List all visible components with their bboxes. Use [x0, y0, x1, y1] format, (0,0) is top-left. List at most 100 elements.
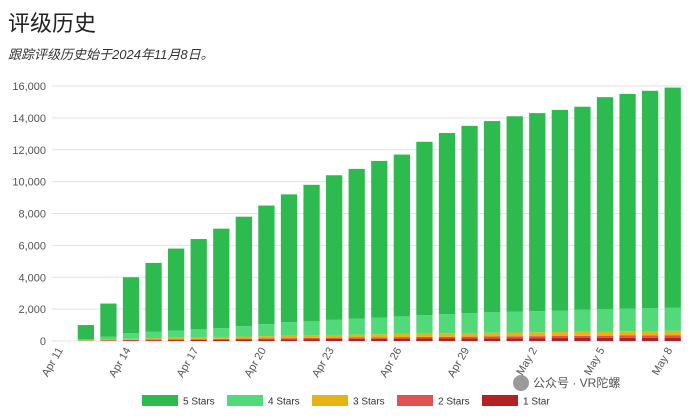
bar-segment — [168, 340, 185, 341]
bar-segment — [303, 339, 320, 341]
y-tick-label: 2,000 — [18, 304, 46, 316]
bar-segment — [619, 335, 636, 338]
bar-segment — [642, 335, 659, 338]
page-subtitle: 跟踪评级历史始于2024年11月8日。 — [8, 47, 214, 62]
bar-segment — [145, 338, 162, 340]
bar-segment — [371, 317, 388, 335]
bar-segment — [619, 93, 636, 309]
bar-segment — [303, 184, 320, 321]
bar-segment — [122, 277, 140, 334]
bar-segment — [280, 339, 298, 341]
legend-label: 2 Stars — [438, 397, 470, 408]
y-tick-label: 10,000 — [12, 177, 46, 189]
bar-segment — [642, 331, 659, 336]
legend-swatch — [397, 395, 433, 406]
bar-segment — [416, 336, 433, 339]
x-tick-label: Apr 26 — [378, 346, 405, 380]
bar-segment — [190, 339, 207, 340]
bar-segment — [326, 337, 343, 339]
bar-segment — [416, 338, 433, 341]
legend-swatch — [312, 395, 348, 406]
legend-label: 1 Star — [523, 397, 550, 408]
bar-segment — [303, 320, 320, 336]
bar-segment — [596, 97, 614, 310]
bar-segment — [213, 228, 230, 329]
bar-segment — [529, 311, 546, 333]
legend-label: 4 Stars — [268, 397, 300, 408]
bar-segment — [484, 332, 501, 337]
bar-segment — [303, 337, 320, 340]
bar-segment — [235, 326, 252, 337]
bar-segment — [326, 334, 343, 338]
legend-swatch — [227, 395, 263, 406]
bar-segment — [596, 309, 614, 332]
bar-segment — [258, 324, 275, 337]
bar-segment — [393, 337, 410, 339]
bar-segment — [551, 310, 568, 332]
bar-segment — [574, 309, 591, 332]
bar-segment — [574, 331, 591, 336]
bar-segment — [484, 312, 501, 333]
bar-segment — [642, 308, 659, 332]
bar-segment — [213, 338, 230, 340]
bar-segment — [438, 333, 456, 337]
bar-segment — [213, 336, 230, 339]
bar-segment — [461, 125, 478, 314]
bar-segment — [258, 205, 275, 325]
bar-segment — [484, 336, 501, 339]
bar-segment — [438, 314, 456, 334]
bar-segment — [280, 322, 298, 336]
bar-segment — [235, 338, 252, 340]
legend-label: 5 Stars — [183, 397, 215, 408]
page-title: 评级历史 — [8, 11, 97, 36]
bar-segment — [393, 316, 410, 334]
bar-segment — [280, 338, 298, 340]
x-tick-label: May 8 — [650, 346, 675, 378]
bar-segment — [506, 336, 523, 339]
y-tick-label: 12,000 — [12, 145, 46, 157]
bar-segment — [438, 133, 456, 315]
bar-segment — [529, 332, 546, 337]
bar-segment — [100, 339, 117, 341]
y-tick-label: 8,000 — [18, 209, 46, 221]
legend-label: 3 Stars — [353, 397, 385, 408]
bar-segment — [348, 338, 365, 341]
bar-segment — [619, 331, 636, 336]
bar-segment — [235, 216, 252, 327]
bar-segment — [642, 90, 659, 309]
bar-segment — [551, 335, 568, 339]
bar-segment — [168, 339, 185, 341]
bar-segment — [596, 335, 614, 338]
bar-segment — [213, 328, 230, 337]
bar-segment — [596, 331, 614, 336]
bar-segment — [461, 313, 478, 333]
bar-segment — [190, 339, 207, 341]
bar-segment — [664, 330, 681, 336]
bar-segment — [461, 336, 478, 339]
bar-segment — [393, 338, 410, 341]
bar-segment — [529, 338, 546, 341]
bar-segment — [506, 332, 523, 337]
bar-segment — [280, 194, 298, 323]
bars — [77, 87, 681, 341]
bar-segment — [145, 339, 162, 341]
bar-segment — [145, 262, 162, 332]
x-tick-label: Apr 29 — [446, 346, 473, 380]
bar-segment — [190, 239, 207, 330]
x-tick-label: May 2 — [515, 346, 540, 378]
bar-segment — [168, 248, 185, 331]
bar-segment — [371, 334, 388, 338]
bar-segment — [190, 329, 207, 338]
bar-segment — [280, 335, 298, 339]
y-tick-label: 4,000 — [18, 272, 46, 284]
bar-segment — [551, 338, 568, 341]
bar-segment — [348, 337, 365, 339]
bar-segment — [100, 303, 117, 337]
bar-segment — [438, 338, 456, 341]
bar-segment — [77, 339, 94, 341]
legend-swatch — [482, 395, 518, 406]
bar-segment — [506, 116, 523, 312]
bar-segment — [77, 325, 94, 340]
x-tick-label: May 5 — [582, 346, 607, 378]
bar-segment — [484, 338, 501, 341]
